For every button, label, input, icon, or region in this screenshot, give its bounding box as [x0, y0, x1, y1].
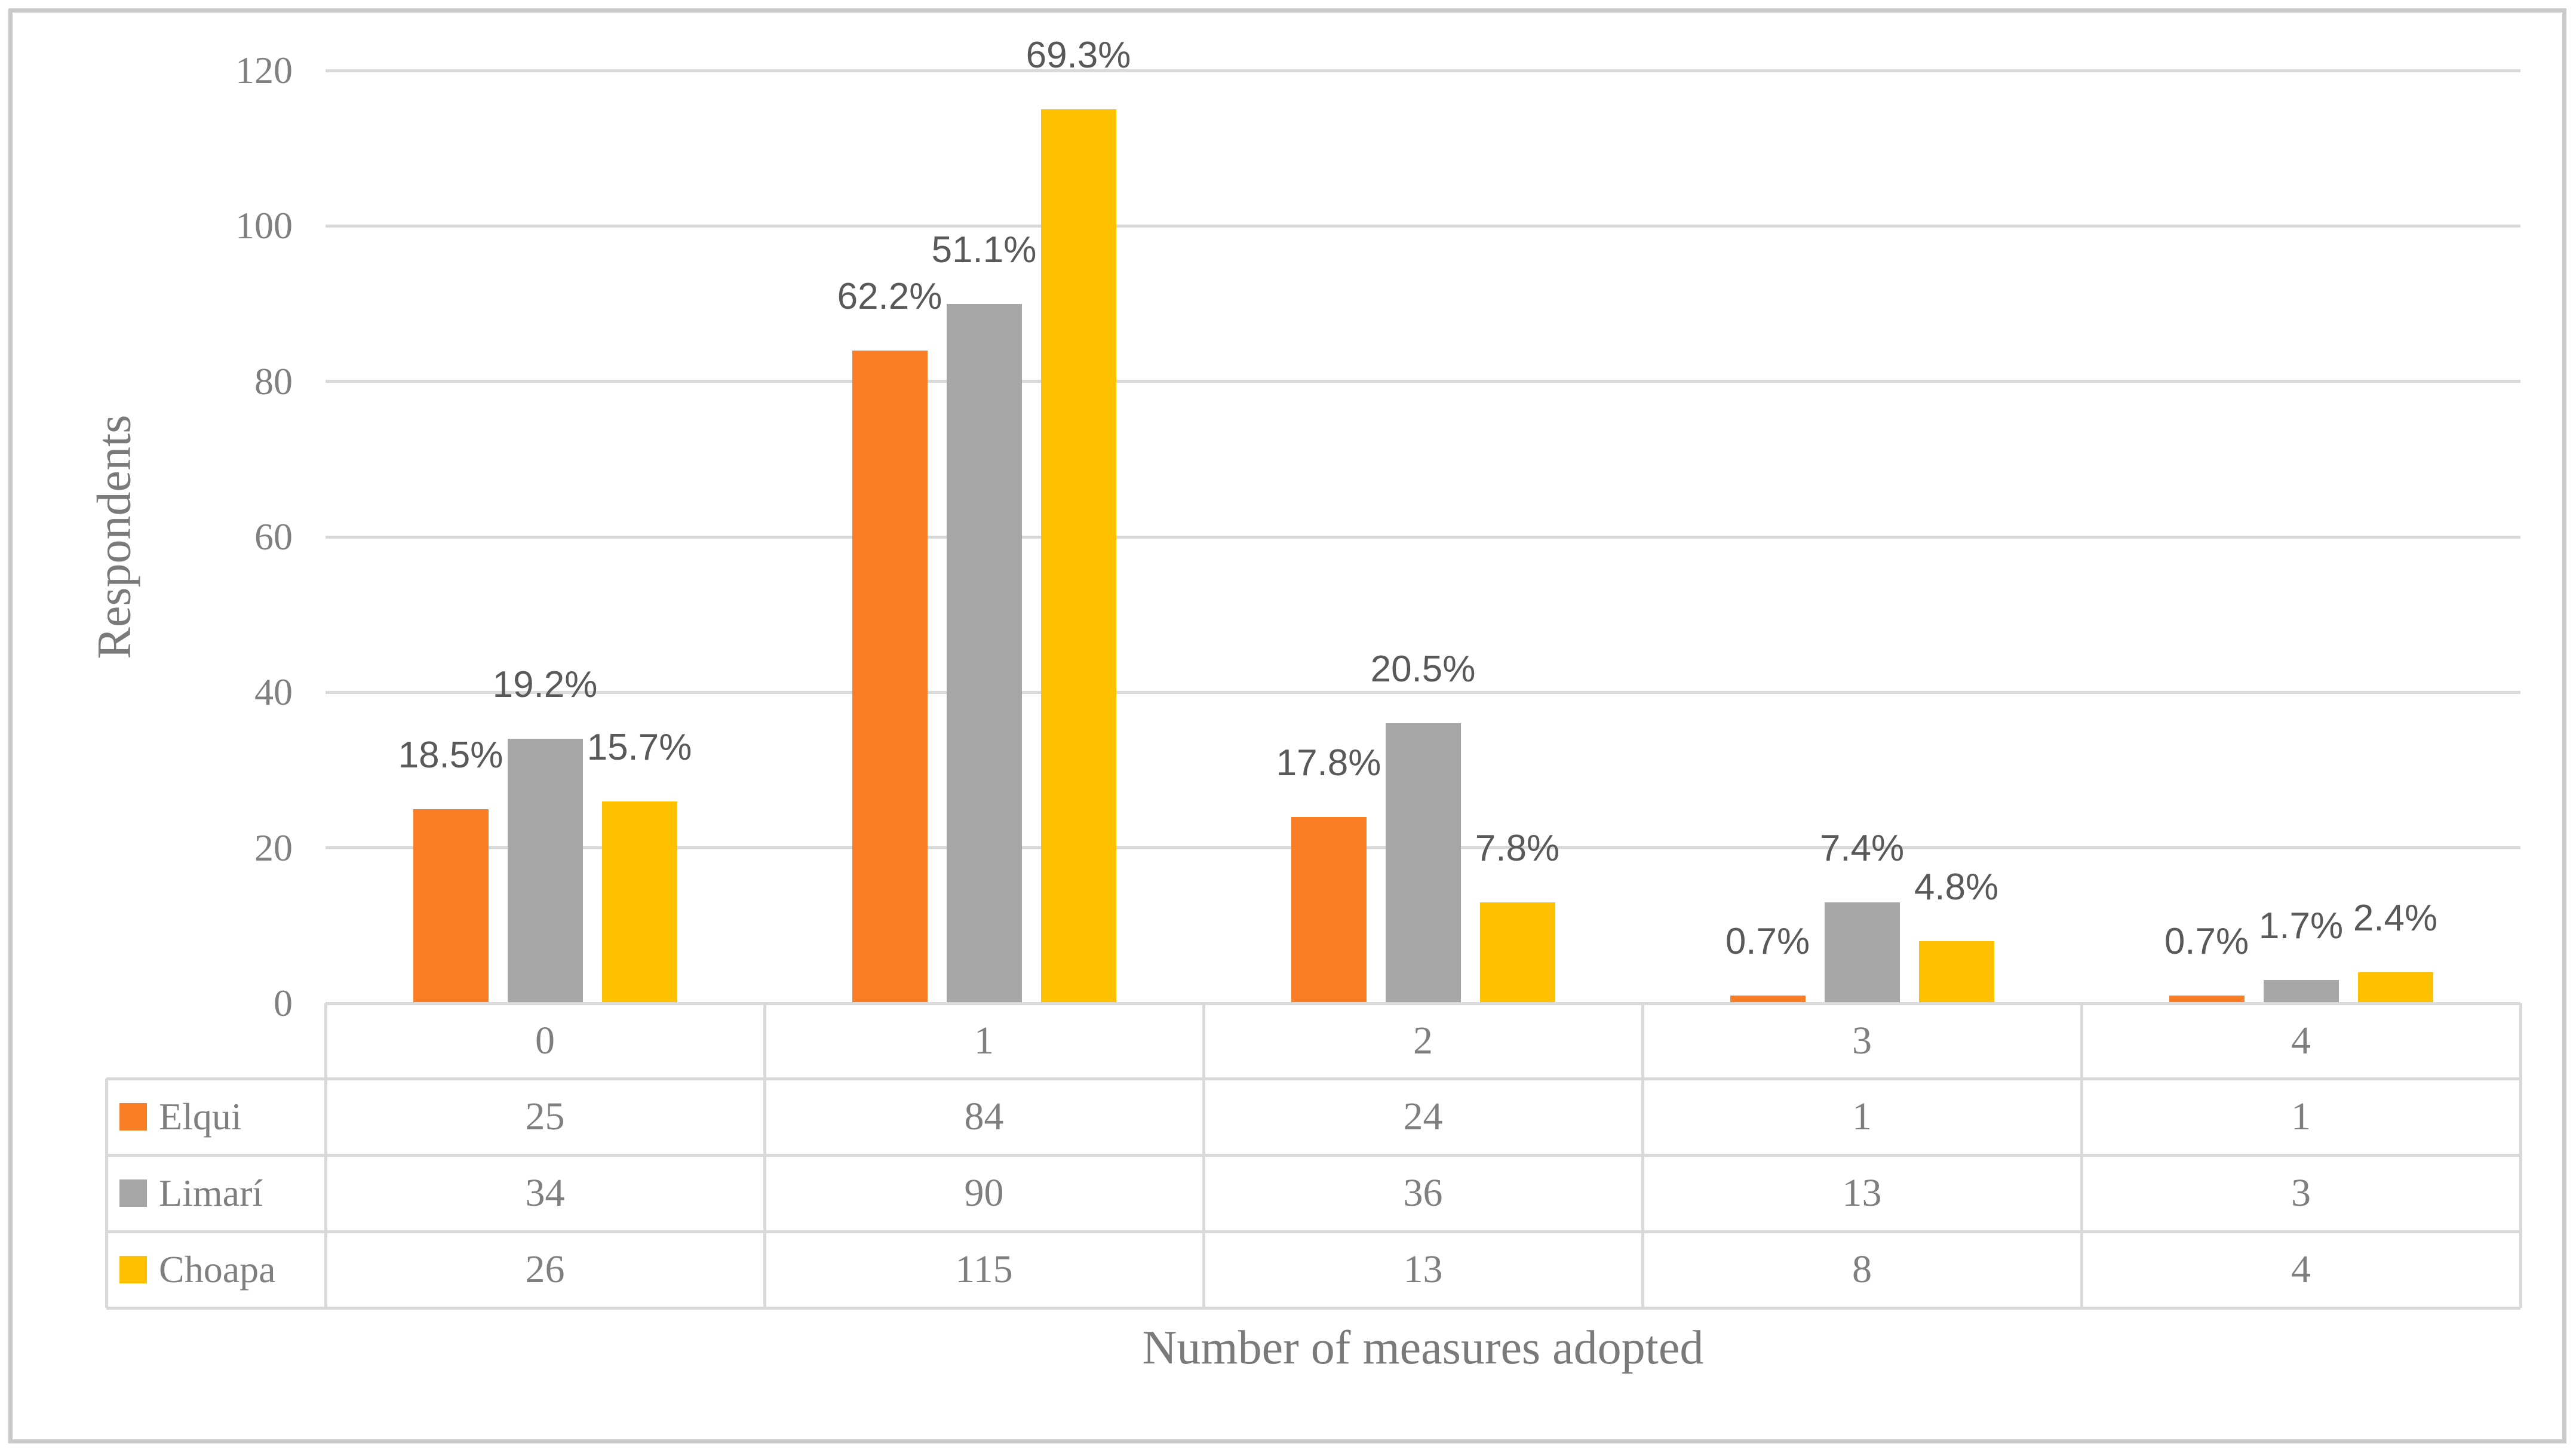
data-label-choapa-cat1: 69.3% [1026, 35, 1131, 76]
bar-elqui-cat1 [852, 350, 928, 1003]
figure-border [8, 8, 2566, 1443]
bar-limarí-cat0 [507, 739, 583, 1003]
legend-label-limarí: Limarí [159, 1172, 263, 1214]
table-row-line-2 [106, 1153, 2520, 1157]
data-label-choapa-cat4: 2.4% [2353, 897, 2438, 939]
table-header-cell-2: 2 [1413, 1019, 1433, 1062]
legend-col-line [105, 1079, 108, 1308]
table-value-limarí-cat0: 34 [525, 1171, 565, 1215]
data-label-elqui-cat3: 0.7% [1725, 920, 1810, 962]
bar-limarí-cat4 [2263, 979, 2339, 1003]
data-label-choapa-cat0: 15.7% [587, 726, 692, 768]
table-value-limarí-cat2: 36 [1403, 1171, 1443, 1215]
data-label-limarí-cat2: 20.5% [1370, 649, 1476, 690]
table-value-elqui-cat3: 1 [1852, 1095, 1872, 1138]
gridline-120 [326, 69, 2520, 72]
table-value-elqui-cat4: 1 [2291, 1095, 2311, 1138]
bar-limarí-cat3 [1824, 902, 1900, 1003]
table-row-line-4 [106, 1306, 2520, 1310]
data-label-elqui-cat0: 18.5% [398, 734, 503, 776]
y-tick-label-60: 60 [254, 515, 293, 558]
table-header-cell-1: 1 [974, 1019, 994, 1062]
bar-limarí-cat1 [946, 303, 1022, 1003]
table-value-elqui-cat2: 24 [1403, 1095, 1443, 1138]
data-label-elqui-cat2: 17.8% [1276, 742, 1381, 784]
bar-choapa-cat0 [601, 801, 677, 1003]
bar-elqui-cat4 [2169, 995, 2245, 1003]
table-row-line-1 [106, 1077, 2520, 1080]
legend-swatch-choapa [119, 1256, 147, 1283]
data-label-choapa-cat2: 7.8% [1475, 827, 1560, 869]
x-axis-title: Number of measures adopted [1142, 1322, 1704, 1374]
gridline-40 [326, 690, 2520, 694]
table-col-line-5 [2519, 1003, 2522, 1308]
table-value-choapa-cat3: 8 [1852, 1248, 1872, 1291]
bar-choapa-cat3 [1918, 941, 1994, 1003]
table-value-limarí-cat1: 90 [964, 1171, 1004, 1215]
bar-choapa-cat4 [2357, 972, 2433, 1003]
table-value-elqui-cat1: 84 [964, 1095, 1004, 1138]
table-col-line-4 [2080, 1003, 2083, 1308]
gridline-80 [326, 380, 2520, 383]
data-label-elqui-cat4: 0.7% [2164, 920, 2249, 962]
data-label-limarí-cat1: 51.1% [931, 229, 1037, 271]
table-value-choapa-cat0: 26 [525, 1248, 565, 1291]
table-col-line-0 [324, 1003, 327, 1308]
y-tick-label-100: 100 [235, 204, 293, 247]
legend-cell-elqui: Elqui [106, 1079, 326, 1155]
legend-swatch-elqui [119, 1103, 147, 1131]
bar-choapa-cat1 [1040, 109, 1116, 1003]
table-row-line-3 [106, 1230, 2520, 1233]
y-tick-label-20: 20 [254, 826, 293, 869]
legend-swatch-limarí [119, 1179, 147, 1207]
legend-cell-choapa: Choapa [106, 1231, 326, 1308]
gridline-60 [326, 535, 2520, 539]
gridline-100 [326, 224, 2520, 228]
table-col-line-1 [763, 1003, 766, 1308]
legend-cell-limarí: Limarí [106, 1155, 326, 1231]
table-value-limarí-cat4: 3 [2291, 1171, 2311, 1215]
table-value-choapa-cat4: 4 [2291, 1248, 2311, 1291]
bar-elqui-cat2 [1291, 816, 1367, 1003]
table-col-line-2 [1202, 1003, 1205, 1308]
bar-limarí-cat2 [1385, 723, 1461, 1003]
bar-elqui-cat3 [1730, 995, 1806, 1003]
axis-line [326, 1002, 2520, 1005]
y-tick-label-80: 80 [254, 360, 293, 403]
legend-label-elqui: Elqui [159, 1095, 242, 1138]
table-value-choapa-cat2: 13 [1403, 1248, 1443, 1291]
data-label-choapa-cat3: 4.8% [1914, 866, 1999, 908]
table-value-limarí-cat3: 13 [1842, 1171, 1882, 1215]
table-header-cell-3: 3 [1852, 1019, 1872, 1062]
data-label-limarí-cat3: 7.4% [1819, 827, 1905, 869]
legend-label-choapa: Choapa [159, 1248, 276, 1291]
data-label-limarí-cat4: 1.7% [2258, 905, 2344, 947]
table-value-choapa-cat1: 115 [955, 1248, 1013, 1291]
y-tick-label-40: 40 [254, 671, 293, 714]
data-label-limarí-cat0: 19.2% [492, 664, 598, 706]
y-tick-label-0: 0 [274, 982, 293, 1024]
table-col-line-3 [1641, 1003, 1644, 1308]
y-tick-label-120: 120 [235, 49, 293, 91]
bar-choapa-cat2 [1479, 902, 1555, 1003]
bar-elqui-cat0 [413, 809, 489, 1003]
data-label-elqui-cat1: 62.2% [837, 275, 942, 317]
table-header-cell-0: 0 [535, 1019, 555, 1062]
table-value-elqui-cat0: 25 [525, 1095, 565, 1138]
table-header-cell-4: 4 [2291, 1019, 2311, 1062]
y-axis-title: Respondents [88, 414, 141, 659]
